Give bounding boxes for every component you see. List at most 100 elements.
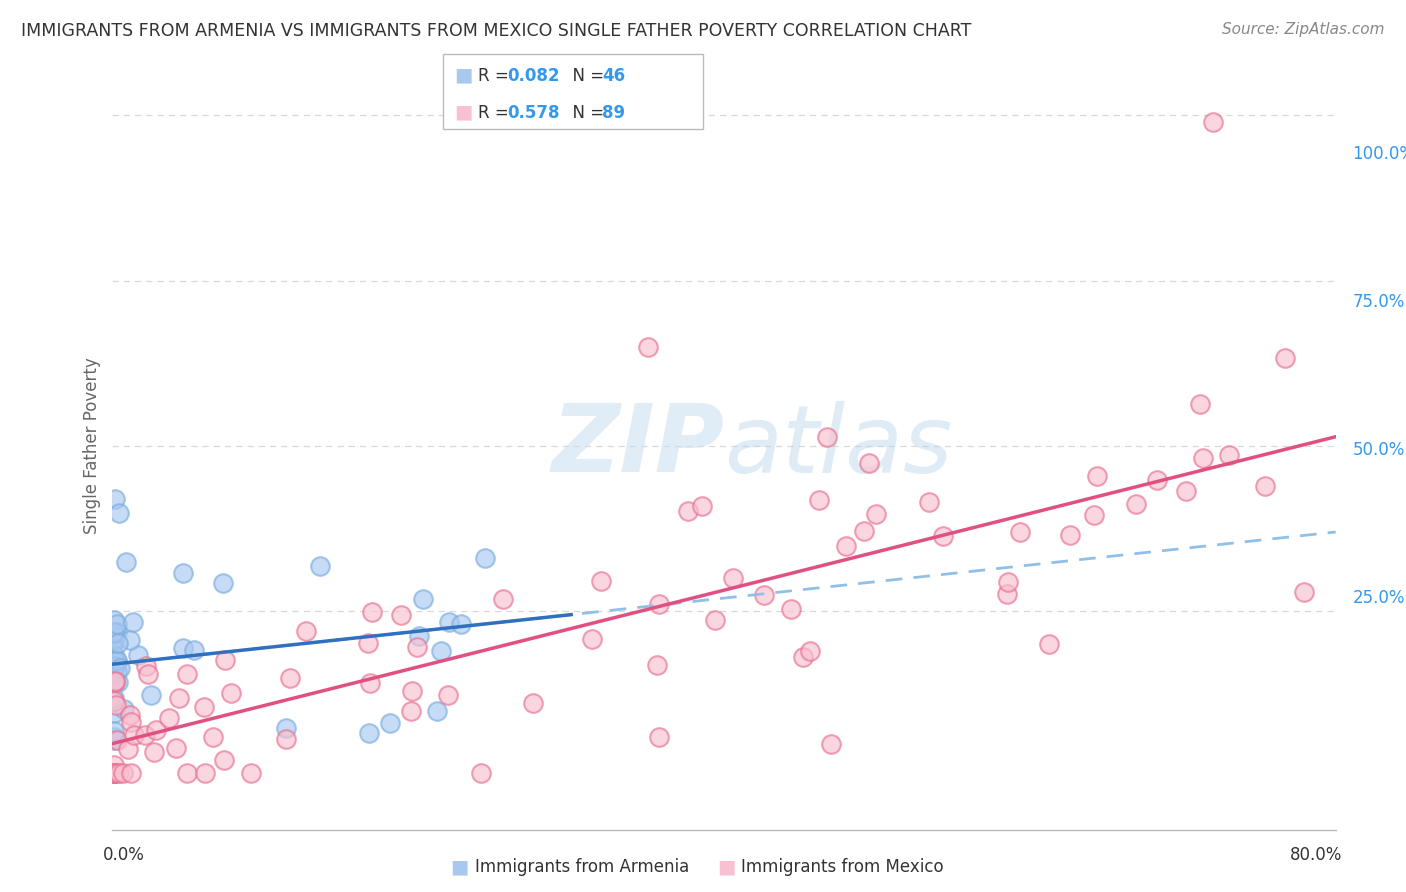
Point (103, 691, 125, 706)
Point (136, 666, 159, 681)
Text: N =: N = (562, 67, 610, 85)
Point (103, 668, 125, 682)
Point (103, 648, 125, 662)
Point (121, 615, 143, 629)
Point (118, 632, 141, 647)
Point (779, 602, 801, 616)
Text: 0.0%: 0.0% (103, 846, 145, 863)
Point (1146, 474, 1168, 488)
Point (581, 632, 603, 647)
Point (103, 758, 125, 772)
Point (721, 571, 744, 585)
Point (278, 672, 301, 686)
Point (815, 430, 838, 444)
Point (165, 741, 187, 756)
Point (103, 724, 125, 739)
Point (522, 696, 544, 710)
Text: IMMIGRANTS FROM ARMENIA VS IMMIGRANTS FROM MEXICO SINGLE FATHER POVERTY CORRELAT: IMMIGRANTS FROM ARMENIA VS IMMIGRANTS FR… (21, 22, 972, 40)
Text: Immigrants from Armenia: Immigrants from Armenia (475, 858, 689, 876)
Point (1087, 468, 1109, 483)
Text: 100.0%: 100.0% (1353, 145, 1406, 163)
Text: Source: ZipAtlas.com: Source: ZipAtlas.com (1222, 22, 1385, 37)
Point (492, 591, 515, 606)
Point (1125, 497, 1147, 511)
Point (1038, 637, 1060, 651)
Point (430, 644, 453, 658)
Point (103, 632, 125, 646)
Text: R =: R = (478, 67, 515, 85)
Point (754, 588, 776, 602)
Point (183, 643, 205, 657)
Point (474, 551, 496, 566)
Text: 75.0%: 75.0% (1353, 293, 1405, 311)
Point (1059, 528, 1081, 542)
Point (274, 722, 297, 736)
Point (401, 684, 423, 698)
Point (103, 634, 125, 648)
Text: 80.0%: 80.0% (1291, 846, 1343, 863)
Point (1274, 351, 1296, 365)
Point (103, 766, 125, 780)
Point (450, 617, 472, 632)
Text: ■: ■ (454, 65, 472, 84)
Point (359, 676, 381, 690)
Point (176, 766, 198, 780)
Point (799, 643, 821, 657)
Text: 0.578: 0.578 (508, 104, 560, 122)
Point (807, 493, 830, 508)
Point (135, 659, 157, 673)
Point (1218, 448, 1240, 462)
Point (145, 723, 167, 738)
Point (103, 626, 125, 640)
Point (589, 574, 612, 589)
Point (134, 728, 156, 742)
Point (1174, 484, 1197, 499)
Point (172, 640, 194, 655)
Text: 25.0%: 25.0% (1353, 590, 1405, 607)
Point (139, 689, 162, 703)
Point (1188, 396, 1211, 410)
Point (107, 636, 129, 650)
Point (648, 730, 671, 744)
Text: 89: 89 (602, 104, 624, 122)
Point (1253, 479, 1275, 493)
Point (104, 766, 127, 780)
Point (115, 555, 138, 569)
Point (103, 693, 125, 707)
Point (117, 741, 139, 756)
Point (104, 654, 127, 668)
Point (120, 766, 142, 780)
Y-axis label: Single Father Poverty: Single Father Poverty (83, 358, 101, 534)
Point (917, 495, 939, 509)
Point (159, 711, 181, 725)
Text: Immigrants from Mexico: Immigrants from Mexico (741, 858, 943, 876)
Point (127, 648, 149, 662)
Point (240, 766, 263, 780)
Point (1292, 585, 1315, 599)
Point (202, 731, 225, 745)
Point (104, 675, 127, 690)
Point (678, 504, 700, 518)
Text: ■: ■ (450, 857, 468, 877)
Point (361, 605, 384, 619)
Text: ZIP: ZIP (551, 400, 724, 492)
Point (932, 529, 955, 543)
Point (105, 655, 128, 669)
Point (412, 591, 434, 606)
Text: atlas: atlas (724, 401, 952, 491)
Point (122, 728, 145, 742)
Point (103, 766, 125, 780)
Point (108, 506, 131, 520)
Point (820, 737, 842, 751)
Point (399, 704, 422, 718)
Point (142, 745, 165, 759)
Point (214, 653, 236, 667)
Point (997, 575, 1019, 590)
Point (437, 615, 460, 629)
Point (103, 675, 125, 690)
Text: 46: 46 (602, 67, 624, 85)
Point (176, 666, 198, 681)
Point (105, 664, 128, 678)
Point (105, 652, 128, 666)
Point (172, 566, 194, 581)
